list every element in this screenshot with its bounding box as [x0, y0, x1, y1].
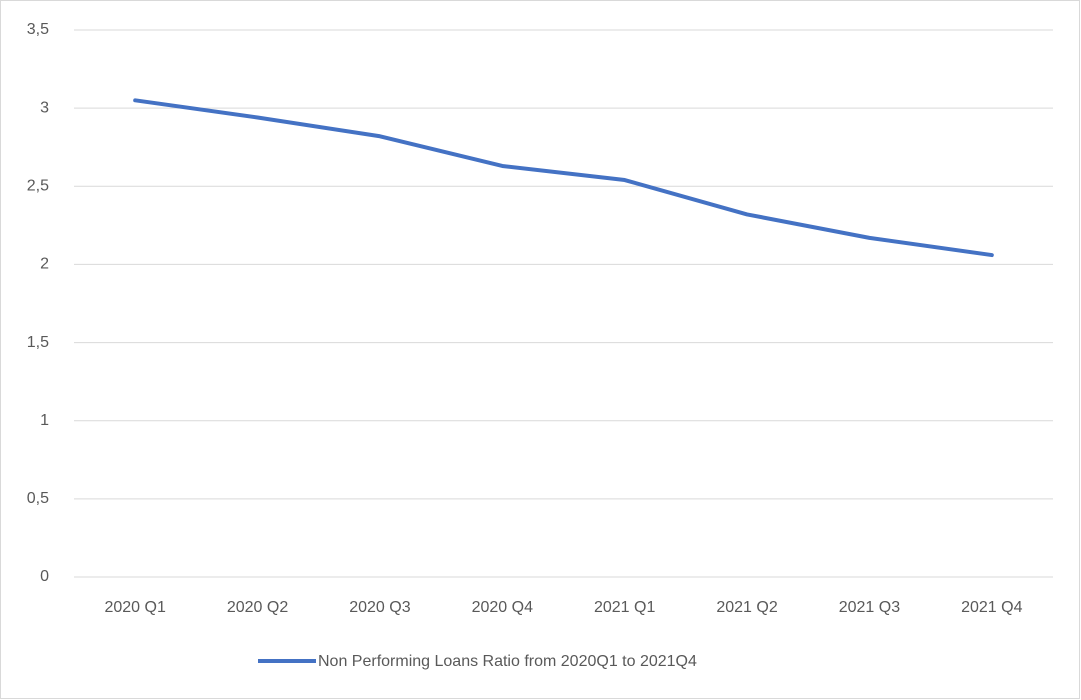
y-tick-label: 1	[40, 412, 49, 429]
y-tick-label: 2	[40, 256, 49, 273]
x-tick-label: 2020 Q2	[227, 599, 288, 616]
legend-label: Non Performing Loans Ratio from 2020Q1 t…	[318, 653, 697, 670]
y-tick-label: 0,5	[27, 490, 49, 507]
y-tick-label: 3,5	[27, 21, 49, 38]
y-tick-label: 1,5	[27, 334, 49, 351]
y-tick-label: 3	[40, 99, 49, 116]
x-tick-label: 2020 Q1	[104, 599, 165, 616]
data-line	[133, 98, 994, 258]
y-tick-label: 2,5	[27, 178, 49, 195]
x-tick-label: 2021 Q4	[961, 599, 1022, 616]
x-tick-label: 2021 Q2	[716, 599, 777, 616]
x-tick-label: 2020 Q4	[472, 599, 533, 616]
x-tick-label: 2021 Q3	[839, 599, 900, 616]
y-tick-label: 0	[40, 568, 49, 585]
x-tick-label: 2021 Q1	[594, 599, 655, 616]
x-tick-label: 2020 Q3	[349, 599, 410, 616]
